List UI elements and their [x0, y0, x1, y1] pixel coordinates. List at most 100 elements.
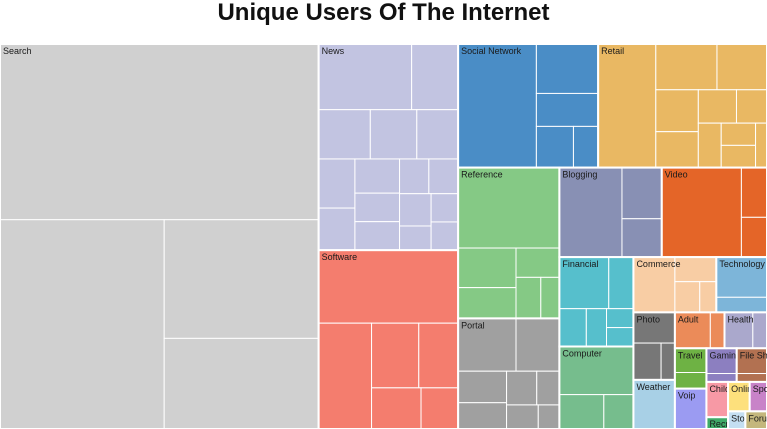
treemap-cell[interactable]	[752, 311, 767, 349]
treemap-cell[interactable]	[515, 276, 542, 319]
treemap-cell[interactable]	[709, 311, 725, 349]
treemap-cell[interactable]	[621, 218, 663, 258]
treemap-cell[interactable]	[536, 370, 560, 406]
category-social-network[interactable]: Social Network	[457, 43, 600, 169]
treemap-cell[interactable]	[420, 387, 459, 429]
category-sport[interactable]: Sport	[748, 380, 767, 413]
treemap-cell[interactable]	[572, 125, 599, 169]
treemap-cell[interactable]	[585, 308, 608, 347]
treemap-cell[interactable]	[537, 404, 560, 429]
category-file-sharing[interactable]: File Sharing	[735, 347, 767, 383]
treemap-cell[interactable]	[163, 337, 320, 429]
treemap-cell[interactable]	[354, 192, 401, 223]
treemap-cell[interactable]	[457, 370, 508, 404]
treemap-cell[interactable]	[457, 287, 517, 319]
treemap-cell[interactable]	[399, 225, 432, 251]
treemap-cell[interactable]	[674, 256, 717, 283]
treemap-cell[interactable]	[608, 256, 634, 310]
treemap-cell[interactable]	[0, 219, 165, 429]
treemap-cell[interactable]	[371, 322, 420, 389]
treemap-cell[interactable]	[674, 372, 707, 390]
category-computer[interactable]: Computer	[558, 345, 635, 429]
treemap-cell[interactable]	[558, 345, 634, 396]
category-voip[interactable]: Voip	[673, 387, 708, 429]
treemap-cell[interactable]	[606, 308, 634, 329]
treemap-cell[interactable]	[697, 89, 737, 124]
treemap-cell[interactable]	[558, 167, 623, 258]
treemap-cell[interactable]	[515, 247, 560, 278]
treemap-cell[interactable]	[606, 327, 634, 347]
treemap-cell[interactable]	[430, 221, 459, 251]
treemap-cell[interactable]	[354, 221, 401, 251]
treemap-cell[interactable]	[399, 158, 430, 195]
treemap-cell[interactable]	[457, 402, 508, 429]
category-blogging[interactable]: Blogging	[558, 166, 663, 259]
treemap-cell[interactable]	[705, 373, 738, 383]
category-search[interactable]: Search	[0, 43, 320, 429]
treemap-cell[interactable]	[755, 122, 767, 169]
treemap-cell[interactable]	[735, 89, 767, 124]
category-video[interactable]: Video	[660, 166, 767, 259]
treemap-cell[interactable]	[632, 342, 662, 381]
treemap-cell[interactable]	[740, 167, 767, 218]
treemap-cell[interactable]	[354, 158, 401, 194]
treemap-cell[interactable]	[411, 43, 459, 111]
category-adult[interactable]: Adult	[673, 311, 726, 350]
treemap-cell[interactable]	[655, 131, 699, 169]
category-software[interactable]: Software	[317, 249, 460, 429]
treemap-cell[interactable]	[716, 43, 767, 91]
treemap-cell[interactable]	[621, 167, 663, 220]
treemap-cell[interactable]	[715, 296, 767, 313]
treemap-cell[interactable]	[457, 43, 537, 169]
treemap-cell[interactable]	[457, 317, 517, 372]
category-financial[interactable]: Financial	[558, 256, 635, 348]
treemap-cell[interactable]	[655, 43, 718, 91]
treemap-cell[interactable]	[720, 144, 757, 169]
treemap-cell[interactable]	[399, 193, 432, 227]
category-photo[interactable]: Photo	[632, 311, 676, 381]
category-reference[interactable]: Reference	[457, 166, 561, 320]
category-forum[interactable]: Forum	[744, 410, 767, 429]
treemap-cell[interactable]	[506, 370, 538, 406]
treemap-cell[interactable]	[318, 109, 371, 160]
category-news[interactable]: News	[317, 43, 460, 252]
treemap-cell[interactable]	[457, 167, 560, 249]
treemap-cell[interactable]	[371, 387, 422, 429]
treemap-cell[interactable]	[369, 109, 418, 160]
treemap-cell[interactable]	[430, 193, 459, 223]
treemap-cell[interactable]	[740, 216, 767, 258]
category-retail[interactable]: Retail	[597, 43, 767, 169]
treemap-cell[interactable]	[515, 317, 560, 372]
treemap-cell[interactable]	[597, 43, 657, 169]
category-travel[interactable]: Travel	[673, 347, 708, 390]
treemap-cell[interactable]	[632, 256, 676, 313]
treemap-cell[interactable]	[535, 92, 599, 127]
treemap-cell[interactable]	[736, 373, 767, 383]
treemap-cell[interactable]	[558, 394, 605, 429]
treemap-cell[interactable]	[720, 122, 757, 146]
treemap-cell[interactable]	[723, 311, 754, 349]
treemap-cell[interactable]	[418, 322, 459, 389]
treemap-cell[interactable]	[715, 256, 767, 298]
treemap-cell[interactable]	[506, 404, 539, 429]
treemap-cell[interactable]	[318, 158, 356, 209]
category-technology[interactable]: Technology	[715, 256, 767, 314]
treemap-cell[interactable]	[603, 394, 634, 429]
treemap-cell[interactable]	[699, 281, 717, 313]
treemap-cell[interactable]	[558, 308, 587, 347]
treemap-cell[interactable]	[457, 247, 517, 289]
treemap-cell[interactable]	[318, 322, 373, 429]
treemap-cell[interactable]	[318, 207, 356, 251]
treemap-cell[interactable]	[416, 109, 459, 160]
category-children[interactable]: Children	[705, 380, 743, 419]
category-portal[interactable]: Portal	[457, 317, 561, 429]
treemap-cell[interactable]	[428, 158, 459, 195]
treemap-cell[interactable]	[660, 342, 676, 381]
treemap-cell[interactable]	[535, 43, 599, 94]
treemap-cell[interactable]	[674, 281, 701, 313]
category-weather[interactable]: Weather	[632, 378, 676, 429]
treemap-cell[interactable]	[655, 89, 699, 133]
treemap-cell[interactable]	[163, 219, 320, 339]
treemap-cell[interactable]	[697, 122, 722, 169]
category-commerce[interactable]: Commerce	[632, 256, 718, 314]
